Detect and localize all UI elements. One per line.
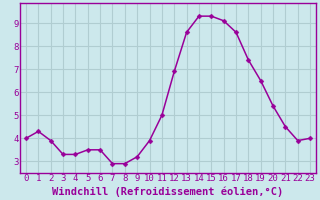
X-axis label: Windchill (Refroidissement éolien,°C): Windchill (Refroidissement éolien,°C) <box>52 186 284 197</box>
